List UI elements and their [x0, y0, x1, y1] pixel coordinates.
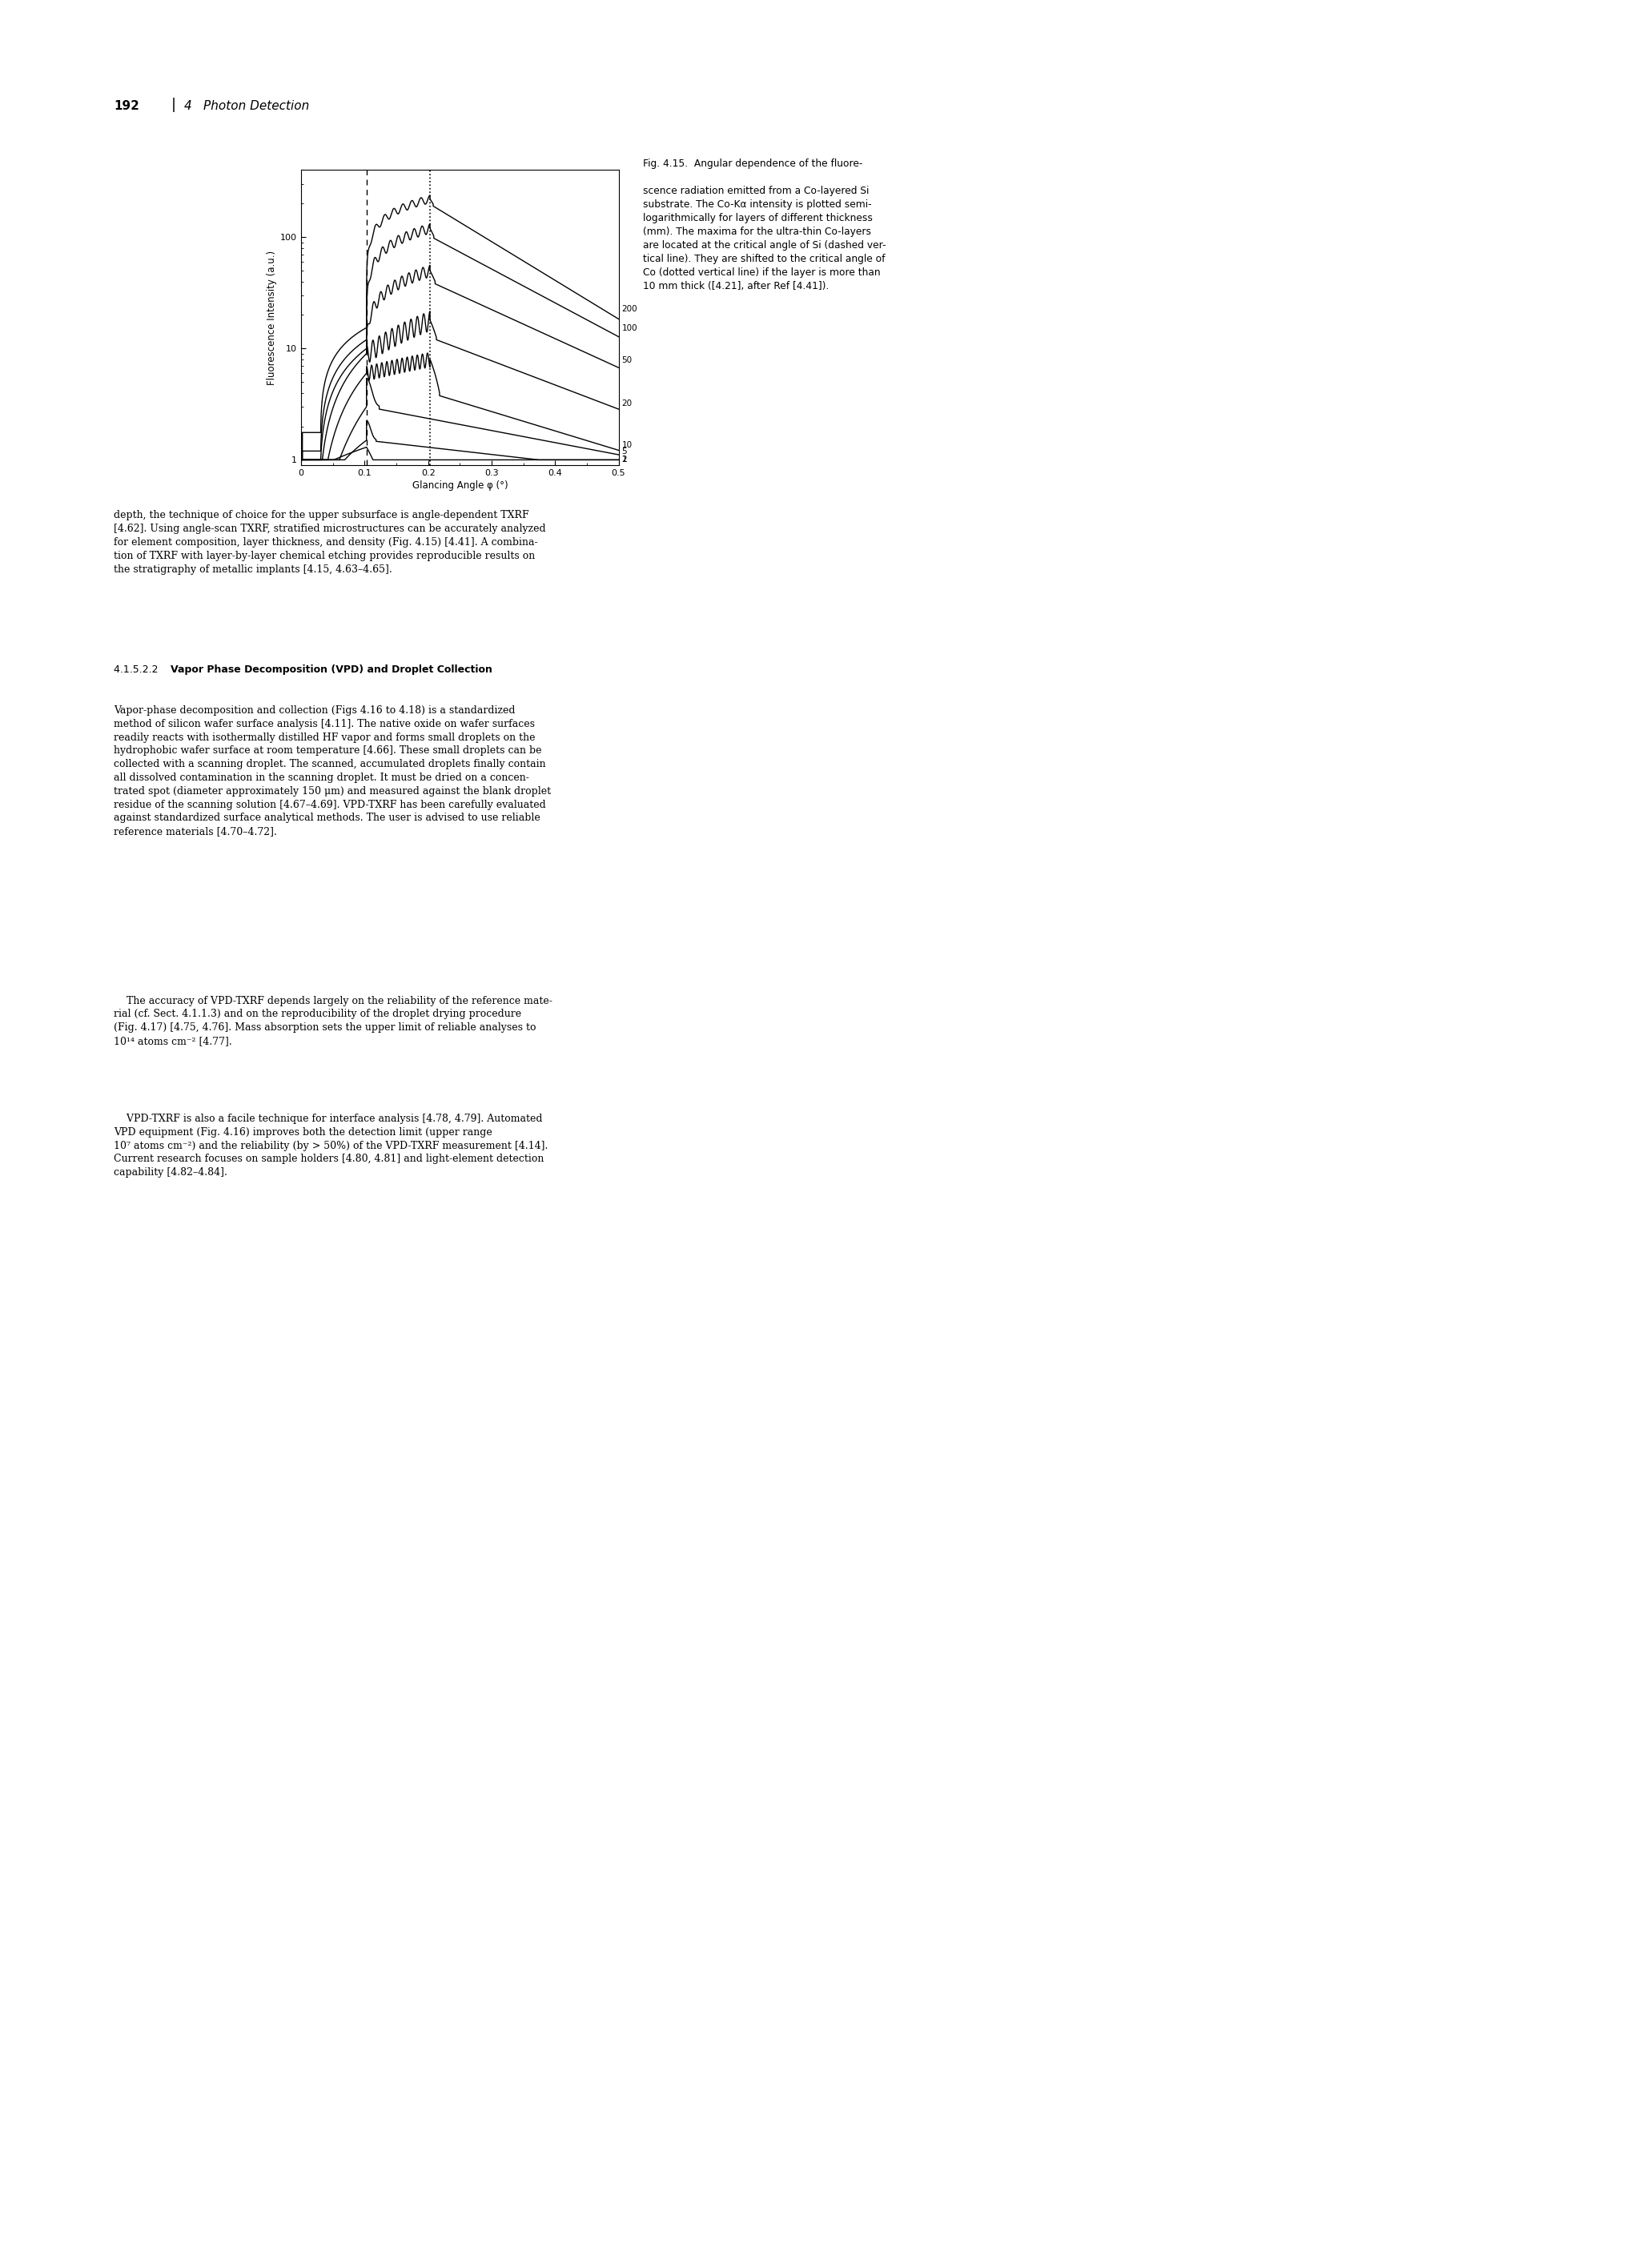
- Text: 2: 2: [622, 456, 626, 465]
- Text: VPD-TXRF is also a facile technique for interface analysis [4.78, 4.79]. Automat: VPD-TXRF is also a facile technique for …: [114, 1114, 548, 1177]
- Text: depth, the technique of choice for the upper subsurface is angle-dependent TXRF
: depth, the technique of choice for the u…: [114, 510, 545, 574]
- Text: 100: 100: [622, 324, 638, 333]
- X-axis label: Glancing Angle φ (°): Glancing Angle φ (°): [412, 481, 508, 490]
- Text: Fig. 4.15.  Angular dependence of the fluore-: Fig. 4.15. Angular dependence of the flu…: [643, 159, 862, 170]
- Text: 1: 1: [622, 456, 626, 465]
- Text: 50: 50: [622, 356, 631, 365]
- Text: 192: 192: [114, 100, 140, 111]
- Text: 5: 5: [622, 447, 626, 456]
- Text: Photon Detection: Photon Detection: [203, 100, 309, 111]
- Text: 10: 10: [622, 442, 631, 449]
- Text: 4: 4: [184, 100, 192, 111]
- Text: 20: 20: [622, 399, 631, 406]
- Text: The accuracy of VPD-TXRF depends largely on the reliability of the reference mat: The accuracy of VPD-TXRF depends largely…: [114, 996, 552, 1046]
- Text: 200: 200: [622, 306, 638, 313]
- Text: scence radiation emitted from a Co-layered Si
substrate. The Co-Kα intensity is : scence radiation emitted from a Co-layer…: [643, 186, 885, 293]
- Text: 4.1.5.2.2: 4.1.5.2.2: [114, 665, 164, 676]
- Y-axis label: Fluorescence Intensity (a.u.): Fluorescence Intensity (a.u.): [267, 249, 277, 386]
- Text: |: |: [171, 98, 176, 111]
- Text: Vapor Phase Decomposition (VPD) and Droplet Collection: Vapor Phase Decomposition (VPD) and Drop…: [171, 665, 493, 676]
- Text: Vapor-phase decomposition and collection (Figs 4.16 to 4.18) is a standardized
m: Vapor-phase decomposition and collection…: [114, 705, 552, 837]
